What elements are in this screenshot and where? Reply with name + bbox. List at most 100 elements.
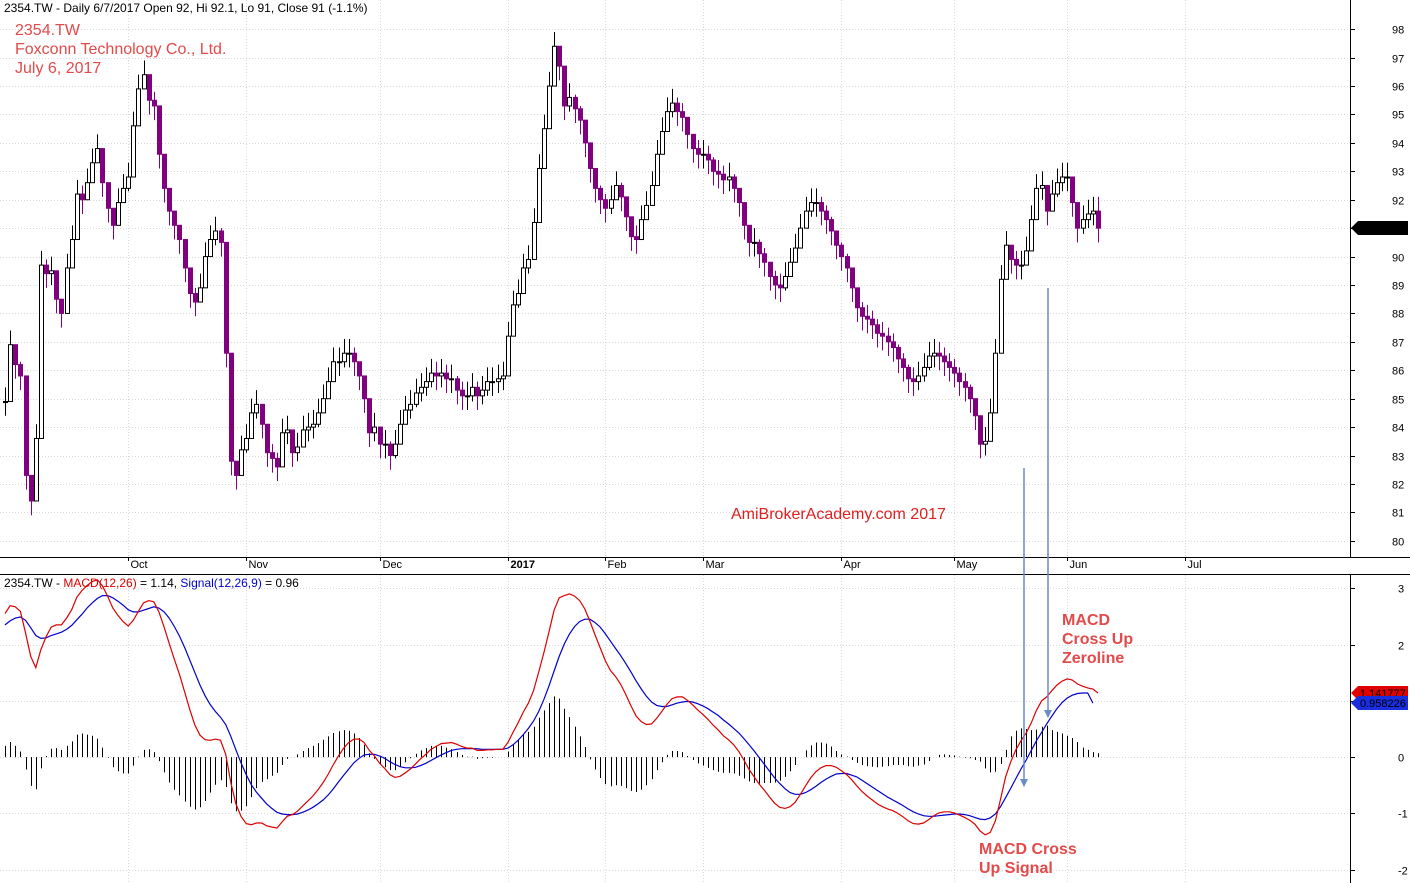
candle-body [347,352,352,355]
candle-body [1070,176,1075,204]
candle-body [198,287,203,303]
candle-body [588,142,593,169]
signal-last-tag-text: 0.958226 [1360,698,1406,710]
candle [593,167,598,203]
candle [229,352,234,476]
candle-body [1075,202,1080,229]
candle-body [762,253,767,263]
candle [162,153,167,203]
candle [829,216,834,246]
candle-body [229,352,234,462]
price-tick-label: 81 [1392,508,1404,520]
candle-body [70,239,75,269]
candle-body [378,426,383,445]
candle-body [906,366,911,380]
candle-body [721,173,726,181]
candle [603,194,608,223]
candle-body [172,210,177,226]
macd-header-label: MACD(12,26) [63,576,136,590]
candle [357,361,362,391]
candle [1086,199,1091,229]
candle-body [665,111,670,133]
candle [321,384,326,414]
candle [65,253,70,314]
candle [988,398,993,442]
candle-body [18,364,23,377]
macd-signal-annotation-1: MACD Cross [979,841,1077,858]
candle [865,304,870,334]
candle-body [562,65,567,107]
candle [142,60,147,90]
candle [860,302,865,331]
candle [757,239,762,268]
candle [588,142,593,183]
candle-body [213,230,218,241]
candle [460,381,465,411]
price-tick-label: 80 [1392,537,1404,549]
candle-body [177,224,182,241]
candle-body [121,187,126,204]
company-annotation: Foxconn Technology Co., Ltd. [15,41,226,58]
candle-body [301,429,306,448]
macd-zero-annotation-1: MACD [1062,612,1110,629]
candle [855,287,860,322]
candle [13,344,18,379]
candle-body [901,358,906,368]
candle-body [1009,244,1014,260]
candle [59,298,64,328]
candle-body [603,199,608,209]
candle-body [1045,185,1050,212]
candle-body [434,372,439,377]
candle-body [845,256,850,269]
candle-body [942,355,947,363]
candle [1055,168,1060,197]
candle-body [254,403,259,414]
candle [578,105,583,135]
x-axis-labels: Oct Nov Dec 2017 Feb Mar Apr May Jun Jul [128,557,1202,571]
candle [414,378,419,408]
candle [331,347,336,383]
candle-body [3,401,8,404]
candle-body [988,412,993,442]
candle [886,327,891,357]
candle [8,330,13,403]
candle [614,171,619,201]
candle-body [1029,219,1034,252]
candle [809,188,814,217]
candle [254,390,259,419]
candle-body [983,440,988,445]
candle [901,353,906,382]
candle-body [788,261,793,277]
candle-body [870,318,875,326]
candle [34,424,39,502]
candle-body [896,347,901,360]
candle-body [1060,176,1065,184]
month-label: Jul [1188,559,1202,571]
candle-body [100,148,105,184]
candle-body [968,386,973,400]
candle [388,441,393,470]
candle [727,162,732,192]
candle [639,205,644,241]
candle-body [552,45,557,87]
candle-body [521,267,526,295]
price-tick-label: 93 [1392,167,1404,179]
candle-body [1096,210,1101,229]
candle-body [655,153,660,187]
candle [280,418,285,468]
candle-body [1040,185,1045,189]
month-label: Oct [131,559,148,571]
macd-tick-label: 3 [1398,584,1404,596]
candle [927,341,932,371]
candle-body [44,264,49,275]
candle [172,210,177,240]
candle-body [1081,219,1086,229]
candle-body [85,182,90,201]
candle-body [598,187,603,201]
candle [547,71,552,130]
candle-body [916,375,921,383]
candle [167,187,172,226]
price-tick-label: 88 [1392,309,1404,321]
candle [1004,231,1009,280]
candle-body [629,216,634,238]
